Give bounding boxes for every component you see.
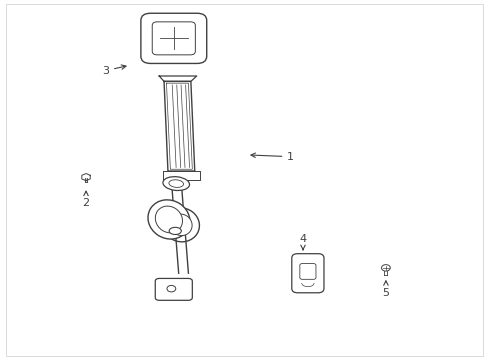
Text: 3: 3 bbox=[102, 65, 126, 76]
FancyBboxPatch shape bbox=[141, 13, 206, 63]
Ellipse shape bbox=[169, 227, 181, 234]
Text: 2: 2 bbox=[82, 191, 89, 208]
Polygon shape bbox=[159, 76, 196, 81]
Ellipse shape bbox=[170, 214, 192, 235]
FancyBboxPatch shape bbox=[291, 254, 324, 293]
Polygon shape bbox=[166, 83, 192, 169]
Ellipse shape bbox=[148, 200, 189, 239]
Polygon shape bbox=[81, 174, 90, 181]
Ellipse shape bbox=[163, 177, 189, 190]
Text: 4: 4 bbox=[299, 234, 306, 250]
FancyBboxPatch shape bbox=[152, 22, 195, 55]
Ellipse shape bbox=[155, 206, 182, 233]
FancyBboxPatch shape bbox=[299, 264, 315, 279]
Polygon shape bbox=[163, 81, 194, 171]
Polygon shape bbox=[163, 171, 199, 180]
Text: 5: 5 bbox=[382, 281, 388, 298]
Text: 1: 1 bbox=[250, 152, 294, 162]
Ellipse shape bbox=[163, 208, 199, 242]
Ellipse shape bbox=[168, 180, 183, 188]
FancyBboxPatch shape bbox=[155, 278, 192, 300]
